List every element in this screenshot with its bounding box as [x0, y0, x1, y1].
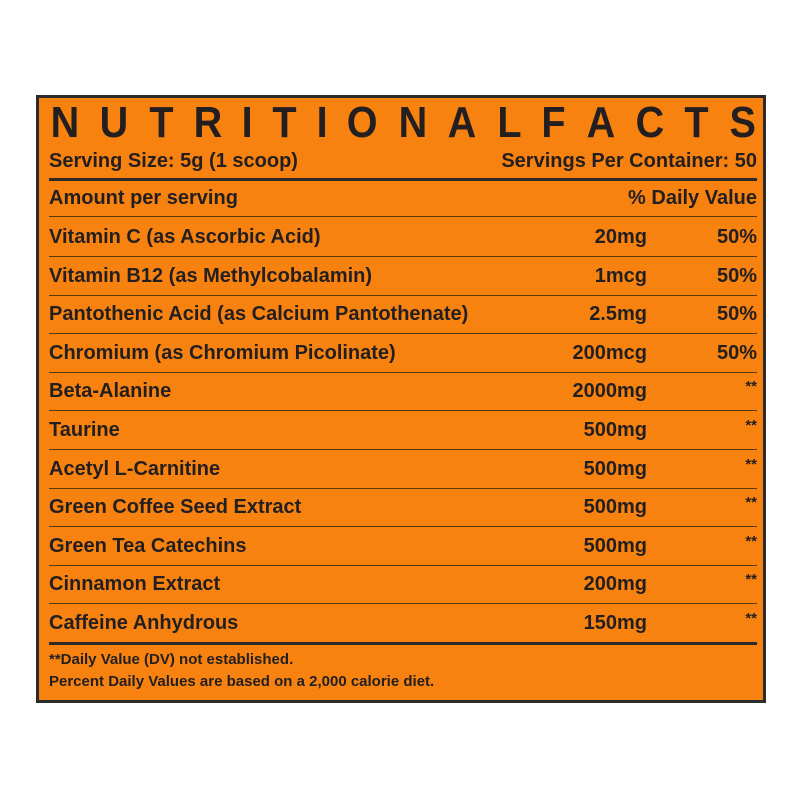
nutrient-row: Acetyl L-Carnitine 500mg **	[49, 450, 757, 488]
title-letter: N	[50, 98, 80, 147]
title-letter: T	[684, 98, 709, 147]
nutrient-name: Vitamin C (as Ascorbic Acid)	[49, 226, 321, 248]
nutrient-name: Caffeine Anhydrous	[49, 612, 239, 634]
amount-header: Amount per serving	[49, 187, 238, 209]
nutrient-row: Taurine 500mg **	[49, 411, 757, 449]
nutrient-name: Beta-Alanine	[49, 380, 172, 403]
nutrient-amount: 150mg	[583, 612, 647, 634]
nutrient-daily-value: **	[745, 455, 757, 473]
title-letter: N	[398, 98, 428, 147]
nutrient-row: Cinnamon Extract 200mg **	[49, 565, 757, 603]
divider	[49, 487, 757, 489]
title-letter: A	[586, 98, 615, 147]
nutrient-daily-value: **	[745, 610, 757, 627]
nutrient-row: Vitamin C (as Ascorbic Acid) 20mg 50%	[49, 218, 757, 256]
divider	[49, 178, 757, 181]
nutrient-amount: 2000mg	[572, 380, 648, 403]
title-letter: R	[193, 98, 223, 147]
nutrient-amount: 500mg	[583, 534, 647, 557]
title-letter: L	[497, 98, 522, 147]
column-header: Amount per serving % Daily Value	[49, 179, 757, 217]
divider	[49, 256, 757, 257]
nutrient-amount: 200mg	[583, 573, 647, 596]
nutrient-name: Acetyl L-Carnitine	[49, 457, 221, 480]
nutrient-daily-value: **	[745, 417, 757, 434]
nutrient-name: Chromium (as Chromium Picolinate)	[49, 341, 396, 364]
nutrient-amount: 1mcg	[594, 264, 647, 287]
nutrient-row: Green Tea Catechins 500mg **	[49, 527, 757, 565]
divider	[49, 564, 757, 566]
footnote-dv: **Daily Value (DV) not established.	[49, 651, 294, 668]
divider	[49, 603, 757, 605]
nutrient-amount: 500mg	[583, 457, 647, 480]
serving-info: Serving Size: 5g (1 scoop) Servings Per …	[49, 142, 757, 180]
divider	[49, 449, 757, 450]
divider	[49, 294, 757, 296]
title-letter: S	[729, 98, 756, 147]
divider	[49, 642, 757, 645]
title-letter: I	[316, 98, 328, 147]
nutrient-name: Cinnamon Extract	[49, 573, 221, 596]
nutrient-amount: 20mg	[594, 226, 647, 248]
nutrient-daily-value: **	[745, 378, 757, 396]
serving-size: Serving Size: 5g (1 scoop)	[49, 150, 298, 172]
nutrient-row: Pantothenic Acid (as Calcium Pantothenat…	[49, 295, 757, 333]
nutrient-name: Taurine	[49, 419, 120, 441]
divider	[49, 371, 757, 373]
divider	[49, 410, 757, 412]
nutrient-daily-value: 50%	[716, 226, 757, 248]
nutrient-daily-value: 50%	[716, 341, 757, 364]
nutrient-amount: 2.5mg	[589, 303, 647, 326]
title-letter: T	[148, 98, 174, 147]
servings-per-container: Servings Per Container: 50	[501, 150, 757, 172]
nutrient-amount: 200mcg	[572, 341, 648, 364]
title-letter: F	[541, 98, 566, 147]
title-letter: I	[241, 98, 253, 147]
nutrient-daily-value: 50%	[716, 303, 757, 326]
title-letter: A	[447, 98, 477, 147]
nutrient-daily-value: **	[745, 494, 757, 512]
title-letter: O	[347, 98, 378, 147]
title-letter: U	[99, 98, 129, 147]
nutrient-amount: 500mg	[583, 496, 647, 519]
footnote-calorie: Percent Daily Values are based on a 2,00…	[49, 673, 435, 690]
nutrient-row: Beta-Alanine 2000mg **	[49, 372, 757, 410]
nutrient-row: Vitamin B12 (as Methylcobalamin) 1mcg 50%	[49, 257, 757, 295]
nutrient-name: Green Tea Catechins	[49, 534, 247, 557]
divider	[49, 526, 757, 528]
divider	[49, 333, 757, 335]
nutrient-amount: 500mg	[583, 419, 647, 441]
nutrient-row: Green Coffee Seed Extract 500mg **	[49, 488, 757, 526]
nutrient-name: Green Coffee Seed Extract	[49, 496, 302, 519]
nutrient-row: Chromium (as Chromium Picolinate) 200mcg 5…	[49, 334, 757, 372]
title-letter: T	[272, 98, 297, 147]
daily-value-header: % Daily Value	[628, 187, 757, 209]
title-letter: C	[635, 98, 665, 147]
nutrient-name: Pantothenic Acid (as Calcium Pantothenat…	[49, 303, 469, 326]
nutrient-row: Caffeine Anhydrous 150mg **	[49, 604, 757, 642]
nutrient-daily-value: **	[745, 532, 757, 550]
nutrient-daily-value: **	[745, 571, 757, 589]
nutrient-name: Vitamin B12 (as Methylcobalamin)	[49, 264, 373, 287]
nutrient-daily-value: 50%	[716, 264, 757, 287]
divider	[49, 216, 757, 217]
